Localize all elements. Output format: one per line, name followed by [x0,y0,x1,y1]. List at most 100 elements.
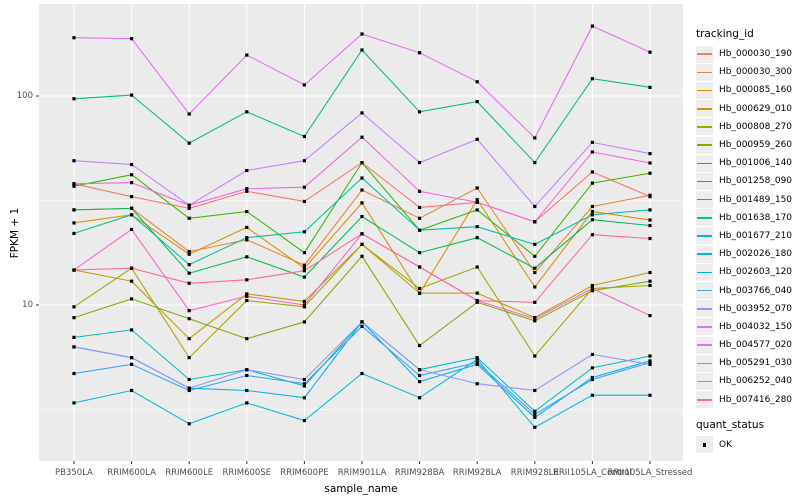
y-axis-title: FPKM + 1 [9,207,21,259]
data-point-marker [533,409,537,413]
data-point-marker [130,206,134,210]
x-tick-label: PB350LA [55,468,93,478]
data-point-marker [245,255,249,259]
data-point-marker [590,170,594,174]
data-point-marker [360,324,364,328]
data-point-marker [245,168,249,173]
data-point-marker [245,187,249,191]
data-point-marker [533,161,537,165]
data-point-marker [72,345,76,349]
data-point-marker [360,201,364,205]
data-point-marker [130,227,134,231]
legend: tracking_id Hb_000030_190 Hb_000030_300 Hb… [696,28,792,454]
legend-label: Hb_000808_270 [719,121,793,132]
legend-title-tracking-id: tracking_id [696,28,754,40]
data-point-marker [130,266,134,270]
data-point-marker [648,152,652,156]
data-point-marker [418,251,422,255]
data-point-marker [475,300,479,304]
legend-item: Hb_001006_140 [696,154,792,172]
data-point-marker [475,236,479,240]
data-point-marker [302,382,306,386]
data-point-marker [533,425,537,429]
data-point-marker [360,135,364,139]
legend-color-line [697,308,712,310]
data-point-marker [187,250,191,254]
data-point-marker [590,213,594,217]
legend-color-line [697,380,712,383]
data-point-marker [533,266,537,270]
legend-item: Hb_006252_040 [696,372,792,390]
data-point-marker [533,242,537,246]
legend-color-line [697,198,712,201]
x-axis-title: sample_name [324,483,398,495]
data-point-marker [245,368,249,372]
data-point-marker [72,36,76,40]
legend-key-line-icon [696,372,713,390]
data-point-marker [302,185,306,189]
data-point-marker [187,337,191,341]
data-point-marker [533,317,537,321]
data-point-marker [130,37,134,41]
legend-color-line [697,235,712,237]
data-point-marker [72,221,76,225]
data-point-marker [533,270,537,275]
data-point-marker [418,286,422,291]
data-point-marker [648,361,652,365]
data-point-marker [590,352,594,357]
data-point-marker [130,328,134,332]
data-point-marker [360,176,364,180]
data-point-marker [72,97,76,101]
legend-key-line-icon [696,227,713,245]
data-point-marker [590,150,594,154]
data-point-marker [590,218,594,222]
data-point-marker [302,303,306,307]
data-point-marker [590,393,594,397]
data-point-marker [245,238,249,242]
legend-key-line-icon [696,245,713,263]
data-point-marker [533,412,537,416]
data-point-marker [475,357,479,361]
legend-color-line [697,126,712,128]
data-point-marker [302,269,306,273]
legend-key-line-icon [696,136,713,154]
legend-key-line-icon [696,100,713,118]
data-point-marker [533,319,537,323]
data-point-marker [360,254,364,258]
data-point-marker [360,371,364,376]
legend-item: Hb_000030_300 [696,63,792,81]
legend-label: Hb_001258_090 [719,176,793,187]
data-point-marker [187,356,191,360]
data-point-marker [187,422,191,426]
x-tick-label: RRIM600LA [107,468,156,478]
data-point-marker [302,251,306,255]
data-point-marker [590,289,594,293]
data-point-marker [360,242,364,246]
legend-item: Hb_000085_160 [696,81,792,99]
data-point-marker [187,263,191,267]
data-point-marker [590,377,594,382]
data-point-marker [130,356,134,360]
data-point-marker [590,233,594,237]
data-point-marker [187,281,191,285]
data-point-marker [475,186,479,190]
data-point-marker [245,53,249,57]
data-point-marker [648,85,652,89]
legend-key-square-icon [696,436,713,454]
data-point-marker [130,181,134,185]
legend-key-line-icon [696,45,713,63]
legend-item: Hb_000629_010 [696,100,792,118]
data-point-marker [245,298,249,303]
legend-color-line [697,180,712,183]
data-point-marker [360,232,364,236]
legend-key-line-icon [696,209,713,227]
data-point-marker [245,236,249,240]
x-tick-label: RRIM901LA [337,468,387,478]
data-point-marker [360,188,364,192]
data-point-marker [360,320,364,324]
data-point-marker [590,204,594,209]
data-point-marker [475,361,479,365]
data-point-marker [245,225,249,230]
data-point-marker [590,366,594,370]
legend-key-line-icon [696,282,713,300]
